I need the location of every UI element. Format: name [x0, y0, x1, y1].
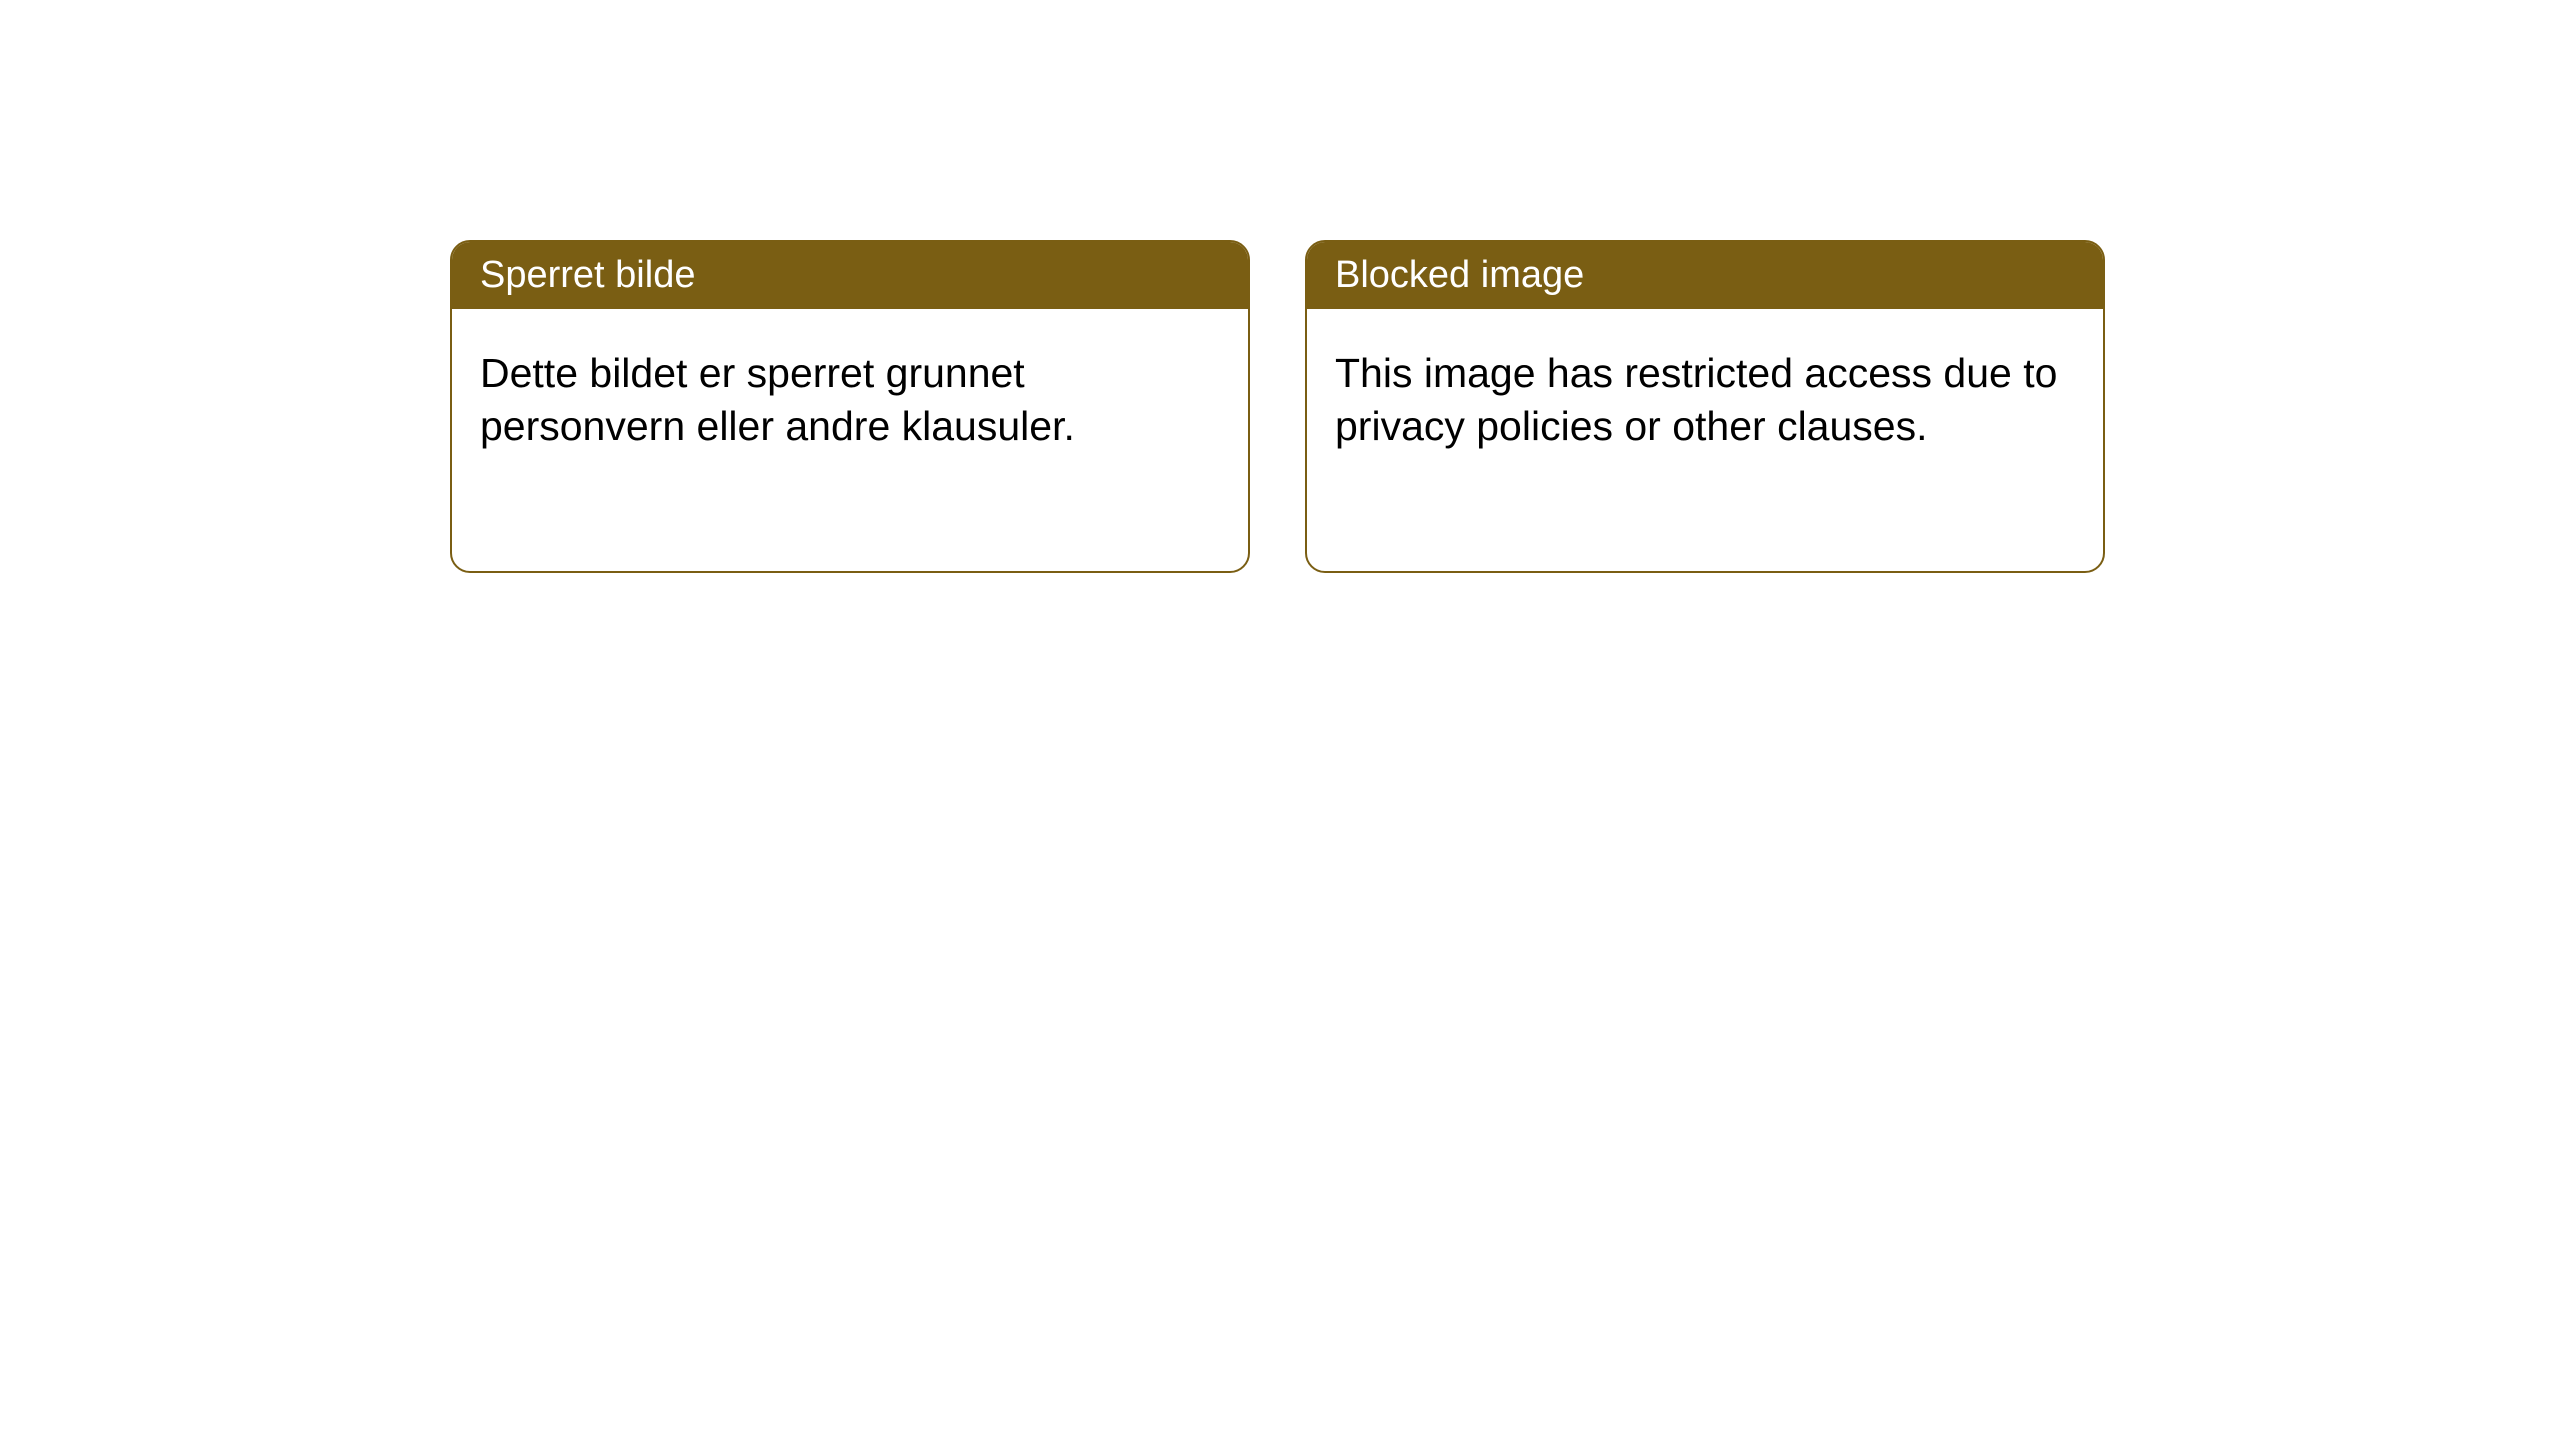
notice-header-english: Blocked image [1307, 242, 2103, 309]
notice-box-norwegian: Sperret bilde Dette bildet er sperret gr… [450, 240, 1250, 573]
notice-title: Sperret bilde [480, 254, 695, 296]
notice-title: Blocked image [1335, 254, 1584, 296]
notice-message: Dette bildet er sperret grunnet personve… [480, 350, 1075, 449]
notice-header-norwegian: Sperret bilde [452, 242, 1248, 309]
notice-body-english: This image has restricted access due to … [1307, 309, 2103, 492]
notice-box-english: Blocked image This image has restricted … [1305, 240, 2105, 573]
notice-body-norwegian: Dette bildet er sperret grunnet personve… [452, 309, 1248, 492]
notice-container: Sperret bilde Dette bildet er sperret gr… [0, 0, 2560, 573]
notice-message: This image has restricted access due to … [1335, 350, 2057, 449]
